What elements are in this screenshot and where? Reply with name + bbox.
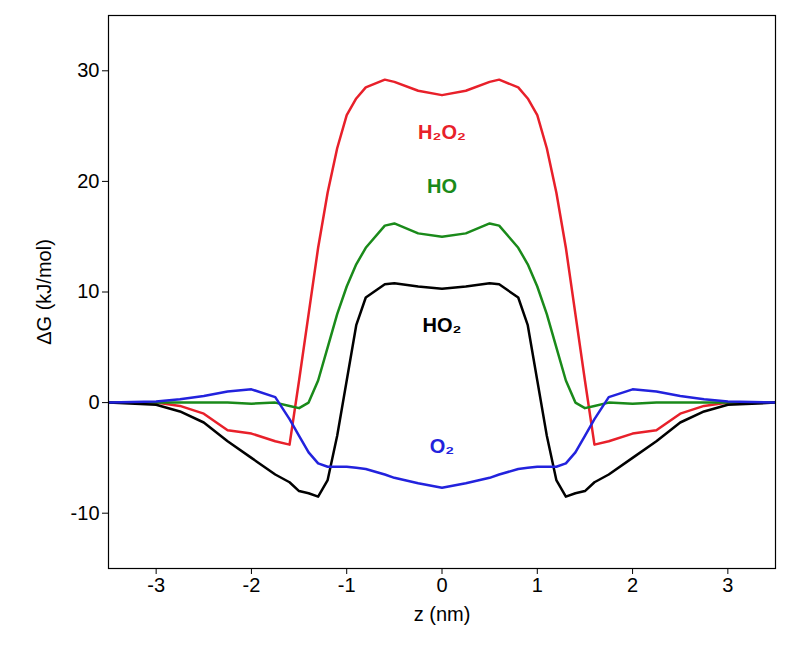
svg-text:-1: -1 [338,574,356,596]
svg-text:z (nm): z (nm) [414,603,471,625]
svg-text:HO: HO [427,175,457,197]
svg-text:0: 0 [436,574,447,596]
svg-text:2: 2 [627,574,638,596]
svg-text:3: 3 [722,574,733,596]
svg-text:20: 20 [77,170,99,192]
svg-text:10: 10 [77,280,99,302]
svg-text:-3: -3 [147,574,165,596]
svg-text:0: 0 [88,391,99,413]
svg-text:-2: -2 [243,574,261,596]
svg-text:O₂: O₂ [430,435,454,457]
svg-text:H₂O₂: H₂O₂ [418,121,466,143]
svg-text:HO₂: HO₂ [423,314,462,336]
svg-text:-10: -10 [71,502,100,524]
svg-text:1: 1 [532,574,543,596]
svg-text:30: 30 [77,59,99,81]
svg-text:ΔG (kJ/mol): ΔG (kJ/mol) [33,239,55,345]
